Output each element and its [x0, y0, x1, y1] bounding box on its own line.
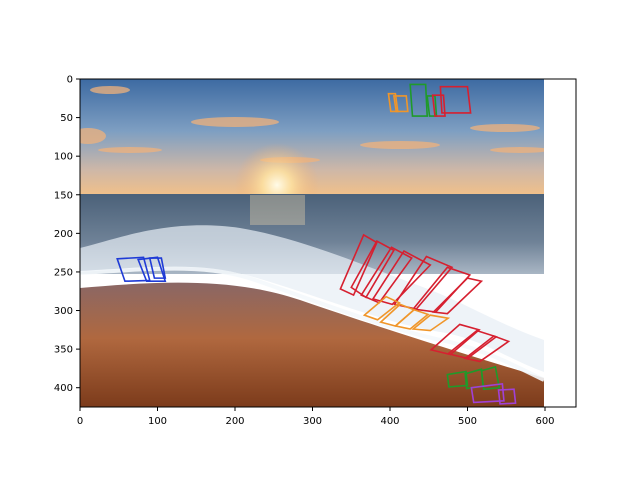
annotation-polygon	[409, 83, 429, 117]
annotation-boxes	[116, 83, 517, 405]
y-tick-label: 50	[60, 113, 73, 124]
sun-reflection	[250, 195, 305, 225]
y-tick-label: 350	[54, 345, 73, 356]
x-axis: 0 100 200 300 400 500 600	[77, 407, 555, 427]
annotation-polygon	[362, 295, 401, 321]
y-tick-label: 250	[54, 267, 73, 278]
annotation-polygon	[480, 365, 501, 391]
y-tick-label: 150	[54, 190, 73, 201]
x-tick-label: 600	[535, 416, 554, 427]
foam	[80, 225, 544, 372]
annotation-polygon	[360, 246, 413, 304]
annotation-polygon	[411, 266, 472, 313]
annotation-polygon	[431, 94, 446, 117]
y-tick-label: 0	[67, 75, 73, 86]
x-tick-label: 300	[303, 416, 322, 427]
x-tick-label: 200	[225, 416, 244, 427]
annotation-polygon	[148, 257, 167, 279]
photo	[80, 79, 544, 407]
annotation-polygon	[431, 277, 484, 315]
foam-edge	[80, 266, 544, 382]
annotation-polygon	[392, 95, 409, 113]
x-tick-label: 500	[458, 416, 477, 427]
y-axis: 0 50 100 150 200 250 300 350 400	[54, 75, 80, 394]
annotation-polygon	[393, 308, 430, 330]
annotation-polygon	[470, 382, 505, 404]
annotation-polygon	[411, 314, 451, 332]
y-tick-label: 400	[54, 383, 73, 394]
annotation-polygon	[463, 335, 511, 363]
sand	[80, 282, 544, 407]
annotation-polygon	[371, 250, 432, 306]
annotation-polygon	[446, 370, 469, 388]
axes-frame	[79, 78, 577, 408]
annotation-polygon	[439, 85, 472, 114]
annotation-polygon	[497, 388, 517, 405]
x-tick-label: 100	[148, 416, 167, 427]
y-tick-label: 300	[54, 306, 73, 317]
y-tick-label: 100	[54, 152, 73, 163]
x-tick-label: 0	[77, 416, 83, 427]
y-tick-label: 200	[54, 229, 73, 240]
clouds	[80, 86, 544, 163]
x-tick-label: 400	[380, 416, 399, 427]
annotation-polygon	[429, 323, 481, 356]
